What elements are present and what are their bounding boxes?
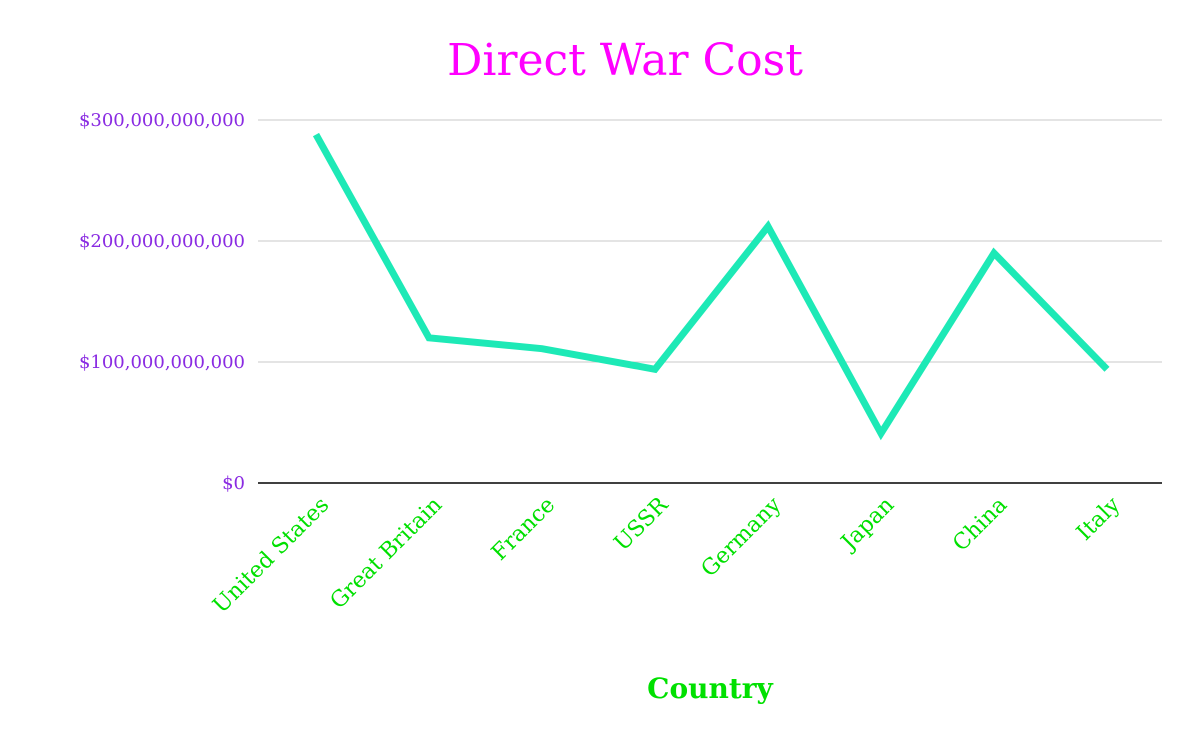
chart-title: Direct War Cost	[447, 35, 803, 86]
x-axis-label: Country	[647, 672, 773, 705]
series-line	[312, 132, 1110, 441]
series-line-group	[312, 132, 1110, 441]
x-tick-label: USSR	[610, 492, 675, 557]
x-tick-label: France	[487, 493, 560, 566]
x-tick-label: United States	[208, 493, 334, 619]
x-tick-label: Italy	[1072, 492, 1126, 546]
x-tick-label: Japan	[835, 493, 899, 557]
y-tick-label: $200,000,000,000	[79, 231, 245, 252]
x-tick-label: China	[948, 493, 1012, 557]
y-axis-ticks: $0 $100,000,000,000 $200,000,000,000 $300,0…	[79, 110, 245, 494]
x-tick-label: Germany	[697, 492, 787, 582]
y-tick-label: $0	[222, 473, 245, 494]
gridlines	[258, 119, 1162, 484]
x-tick-label: Great Britain	[326, 493, 448, 615]
y-tick-label: $100,000,000,000	[79, 352, 245, 373]
y-tick-label: $300,000,000,000	[79, 110, 245, 131]
